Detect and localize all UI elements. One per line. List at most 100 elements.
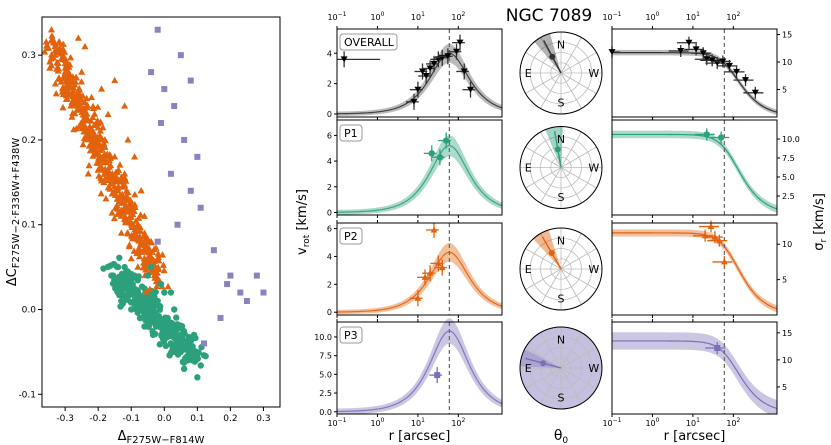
- sigma-y-axis-label-sub: r: [819, 239, 829, 243]
- compass-label: N: [557, 133, 565, 146]
- p2-cloud-point: [89, 135, 97, 142]
- vrot-x-axis-label: r [arcsec]: [389, 429, 451, 444]
- p3-data-point: [177, 52, 184, 59]
- bottom-sigma-xtick-label-base: 10: [686, 419, 696, 428]
- vrot-y-axis-label: vrot [km/s]: [295, 189, 312, 255]
- vrot-point: [419, 68, 427, 75]
- p2-cloud-point: [153, 282, 161, 290]
- bottom-vrot-xtick-label: 100: [370, 417, 384, 428]
- p2-cloud-point: [152, 244, 160, 251]
- p2-cloud-point: [96, 127, 104, 134]
- p3-data-point: [217, 314, 224, 321]
- polar-spoke: [540, 367, 562, 404]
- p3-data-point: [253, 272, 260, 279]
- p2-cloud-point: [61, 67, 69, 75]
- sigma-model-line: [612, 232, 778, 310]
- p1-data-point: [171, 306, 178, 313]
- p2-cloud-point: [110, 214, 118, 222]
- bottom-sigma-xtick-label-exp: 0: [656, 417, 660, 424]
- polar-spoke: [560, 72, 582, 109]
- polar-spoke: [560, 52, 597, 74]
- p2-cloud-point: [155, 256, 163, 264]
- bottom-vrot-xtick-label-base: 10: [327, 419, 337, 428]
- x-tick-label: 0.2: [223, 414, 237, 424]
- theta-axis-label: θ0: [554, 428, 569, 445]
- bottom-sigma-xtick-label-base: 10: [726, 419, 736, 428]
- sigma-x-axis-label-main: r [arcsec]: [664, 429, 726, 444]
- p1-data-point: [137, 306, 145, 313]
- vrot-ytick-label: 0: [327, 308, 332, 317]
- p1-cloud-point: [116, 254, 123, 261]
- p2-cloud-point: [116, 197, 124, 205]
- p2-data-point: [134, 220, 142, 228]
- p2-cloud-point: [131, 190, 139, 198]
- p2-cloud-point: [108, 170, 116, 177]
- compass-label: S: [558, 191, 565, 204]
- p2-data-point: [84, 170, 92, 177]
- p1-cloud-point: [147, 295, 154, 303]
- vrot-point: [442, 137, 450, 144]
- y-tick-label: 0.2: [22, 136, 36, 146]
- top-vrot-xtick-label: 10−1: [327, 11, 346, 22]
- p2-data-point: [124, 136, 132, 143]
- compass-label: W: [588, 263, 599, 276]
- p3-data-point: [187, 77, 194, 84]
- p2-cloud-point: [135, 237, 143, 244]
- p2-cloud-point: [145, 244, 153, 252]
- vrot-ytick-label: 6: [327, 225, 332, 234]
- sigma-point: [677, 48, 685, 54]
- vrot-point: [436, 154, 444, 161]
- sigma-point: [725, 62, 733, 69]
- p2-data-point: [131, 153, 139, 160]
- p2-cloud-point: [95, 153, 103, 161]
- polar-spoke: [560, 347, 597, 369]
- p2-cloud-point: [59, 83, 67, 91]
- sigma-point: [707, 223, 715, 230]
- p2-data-point: [150, 271, 158, 279]
- bottom-sigma-xtick-label-base: 10: [602, 419, 612, 428]
- p2-cloud-point: [83, 132, 91, 139]
- p2-cloud-point: [124, 196, 132, 203]
- p2-data-point: [94, 119, 102, 126]
- vrot-point: [430, 226, 438, 233]
- p1-cloud-point: [123, 278, 131, 285]
- compass-label: N: [557, 333, 565, 346]
- polar-spoke: [560, 167, 582, 204]
- p2-cloud-point: [142, 288, 150, 295]
- p2-data-point: [111, 153, 119, 160]
- polar-spoke: [560, 72, 597, 94]
- p2-cloud-point: [113, 201, 121, 209]
- polar-spoke: [560, 268, 582, 305]
- population-label: P1: [344, 127, 358, 140]
- p2-data-point: [104, 110, 112, 118]
- p1-data-point: [157, 280, 165, 288]
- p1-data-point: [161, 289, 168, 296]
- p2-cloud-point: [121, 181, 129, 189]
- p1-data-point: [177, 348, 185, 356]
- p2-data-point: [74, 34, 82, 41]
- p2-cloud-point: [59, 45, 67, 52]
- p2-cloud-point: [117, 212, 125, 219]
- top-sigma-xtick-label: 10−1: [602, 11, 621, 22]
- y-tick-label: 0.1: [22, 221, 36, 231]
- top-sigma-xtick-label-exp: −1: [613, 11, 622, 18]
- sigma-point: [742, 77, 750, 84]
- sigma-panel: 2.5 5.0 7.5 10.0: [611, 117, 800, 218]
- p2-cloud-point: [160, 266, 168, 274]
- p1-data-point: [114, 263, 122, 271]
- top-vrot-xtick-label-base: 10: [327, 13, 337, 22]
- vrot-point: [430, 60, 438, 67]
- p2-cloud-point: [91, 110, 99, 117]
- y-axis-label-main: ΔC: [5, 268, 20, 286]
- p2-data-point: [101, 136, 109, 143]
- theta-point: [540, 360, 547, 367]
- bottom-sigma-xtick-label-exp: −1: [613, 417, 622, 424]
- vrot-frame: [336, 222, 503, 316]
- p1-cloud-point: [117, 285, 124, 292]
- vrot-y-axis-label-main: v: [295, 247, 310, 255]
- vrot-band: [337, 135, 502, 215]
- p2-cloud-point: [115, 194, 123, 201]
- bottom-sigma-xtick-label-base: 10: [645, 419, 655, 428]
- y-tick-label: -0.1: [18, 390, 36, 400]
- p2-cloud-point: [130, 234, 138, 241]
